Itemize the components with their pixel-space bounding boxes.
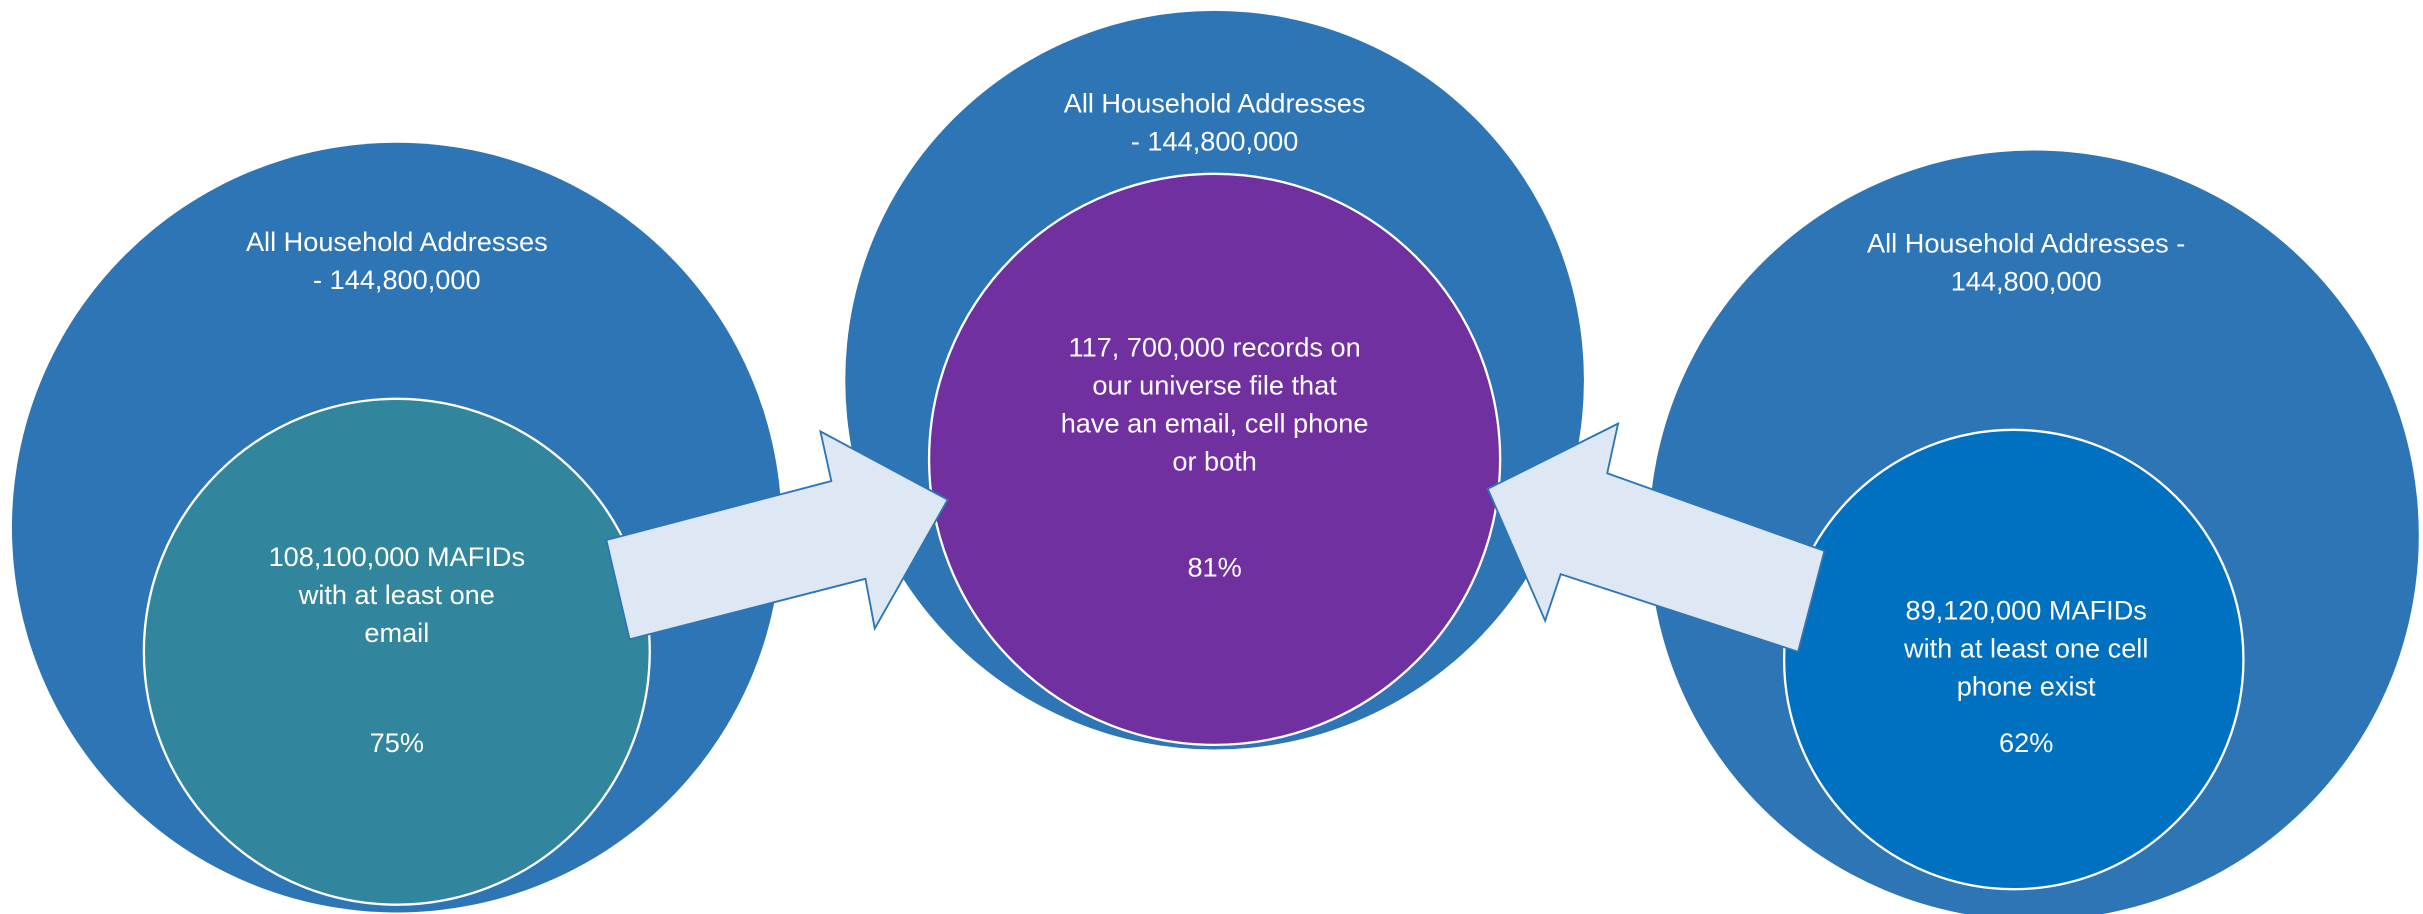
- arrow: [1486, 421, 1826, 653]
- percent-label: 75%: [370, 727, 424, 758]
- outer-label: - 144,800,000: [313, 264, 481, 295]
- inner-label: have an email, cell phone: [1061, 407, 1369, 438]
- inner-circle: [927, 172, 1502, 747]
- labels: All Household Addresses - 144,800,000 108,…: [246, 88, 2185, 758]
- inner-label: with at least one cell: [1903, 632, 2148, 663]
- inner-label: email: [364, 617, 429, 648]
- inner-label: phone exist: [1957, 670, 2096, 701]
- outer-label: All Household Addresses: [1064, 88, 1366, 119]
- inner-label: or both: [1172, 445, 1257, 476]
- inner-circle: [1782, 428, 2245, 891]
- inner-label: our universe file that: [1092, 369, 1337, 400]
- inner-label: 117, 700,000 records on: [1068, 331, 1360, 362]
- outer-label: All Household Addresses: [246, 226, 548, 257]
- inner-label: 108,100,000 MAFIDs: [269, 541, 525, 572]
- inner-circle: [142, 397, 651, 906]
- inner-label: with at least one: [298, 579, 495, 610]
- percent-label: 81%: [1187, 552, 1241, 583]
- outer-label: - 144,800,000: [1131, 126, 1299, 157]
- arrow: [605, 429, 949, 641]
- outer-label: All Household Addresses -: [1867, 227, 2185, 258]
- inner-label: 89,120,000 MAFIDs: [1905, 594, 2146, 625]
- percent-label: 62%: [1999, 727, 2053, 758]
- outer-label: 144,800,000: [1951, 265, 2102, 296]
